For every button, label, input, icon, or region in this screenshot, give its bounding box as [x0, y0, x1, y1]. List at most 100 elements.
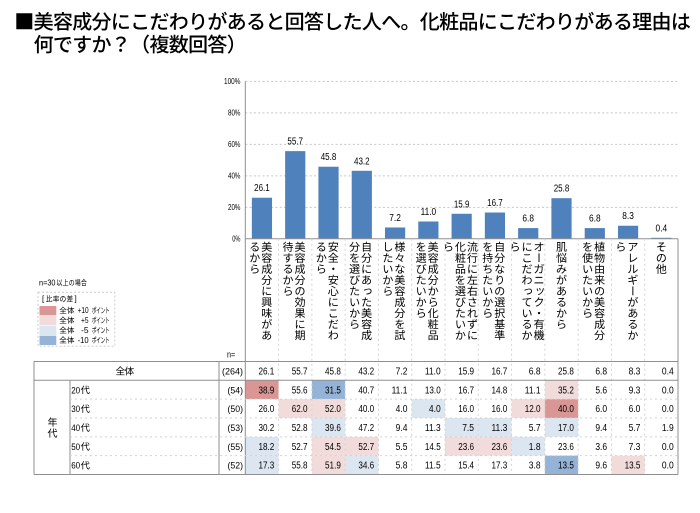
- svg-text:(264): (264): [222, 367, 243, 378]
- svg-text:5.6: 5.6: [595, 385, 607, 396]
- svg-text:4.0: 4.0: [396, 404, 408, 415]
- svg-text:16.7: 16.7: [491, 367, 507, 378]
- svg-text:0.0: 0.0: [662, 461, 674, 472]
- svg-text:20%: 20%: [228, 203, 240, 212]
- svg-text:[: [: [42, 295, 45, 304]
- svg-text:25.8: 25.8: [554, 184, 570, 195]
- svg-text:52.7: 52.7: [292, 442, 308, 453]
- svg-text:43.2: 43.2: [354, 156, 370, 167]
- svg-text:35.2: 35.2: [558, 385, 574, 396]
- svg-text:9.4: 9.4: [595, 423, 607, 434]
- svg-text:0.0: 0.0: [662, 404, 674, 415]
- svg-text:60: 60: [71, 461, 80, 472]
- svg-text:9.3: 9.3: [629, 385, 641, 396]
- svg-text:11.5: 11.5: [425, 461, 441, 472]
- svg-text:0.0: 0.0: [662, 385, 674, 396]
- svg-text:52.8: 52.8: [292, 423, 308, 434]
- svg-text:1.9: 1.9: [662, 423, 674, 434]
- svg-text:15.4: 15.4: [458, 461, 474, 472]
- svg-text:51.9: 51.9: [325, 461, 341, 472]
- svg-text:16.7: 16.7: [458, 385, 474, 396]
- svg-text:]: ]: [75, 295, 77, 304]
- svg-text:39.6: 39.6: [325, 423, 341, 434]
- svg-text:8.3: 8.3: [622, 211, 634, 222]
- svg-text:(50): (50): [228, 404, 244, 415]
- svg-text:40.0: 40.0: [558, 404, 574, 415]
- svg-text:14.5: 14.5: [425, 442, 441, 453]
- svg-text:55.8: 55.8: [292, 461, 308, 472]
- svg-text:13.0: 13.0: [425, 385, 441, 396]
- svg-text:3.6: 3.6: [595, 442, 607, 453]
- svg-text:15.9: 15.9: [458, 367, 474, 378]
- svg-text:6.8: 6.8: [522, 214, 534, 225]
- svg-text:30: 30: [71, 404, 80, 415]
- svg-text:40.7: 40.7: [358, 385, 374, 396]
- svg-text:12.0: 12.0: [525, 404, 541, 415]
- svg-text:+10: +10: [78, 306, 89, 315]
- svg-text:(53): (53): [228, 423, 244, 434]
- svg-text:0%: 0%: [232, 234, 240, 243]
- svg-text:30.2: 30.2: [258, 423, 274, 434]
- svg-text:40: 40: [71, 423, 80, 434]
- svg-text:(54): (54): [228, 385, 244, 396]
- svg-text:34.6: 34.6: [358, 461, 374, 472]
- svg-text:17.0: 17.0: [558, 423, 574, 434]
- svg-text:100%: 100%: [224, 77, 240, 86]
- svg-text:5.5: 5.5: [396, 442, 408, 453]
- svg-text:52.7: 52.7: [358, 442, 374, 453]
- svg-text:62.0: 62.0: [292, 404, 308, 415]
- svg-text:13.5: 13.5: [558, 461, 574, 472]
- svg-text:16.7: 16.7: [487, 198, 503, 209]
- svg-text:0.0: 0.0: [662, 442, 674, 453]
- svg-text:6.8: 6.8: [595, 367, 607, 378]
- svg-text:n=: n=: [227, 349, 235, 359]
- svg-text:5.7: 5.7: [629, 423, 641, 434]
- svg-text:11.0: 11.0: [425, 367, 441, 378]
- svg-text:3.8: 3.8: [529, 461, 541, 472]
- svg-text:80%: 80%: [228, 108, 240, 117]
- svg-text:4.0: 4.0: [429, 404, 441, 415]
- svg-text:15.9: 15.9: [454, 199, 470, 210]
- svg-text:7.2: 7.2: [396, 367, 408, 378]
- svg-text:7.2: 7.2: [389, 213, 401, 224]
- svg-text:26.0: 26.0: [258, 404, 274, 415]
- svg-text:16.0: 16.0: [491, 404, 507, 415]
- svg-text:40.0: 40.0: [358, 404, 374, 415]
- svg-text:60%: 60%: [228, 140, 240, 149]
- svg-text:(52): (52): [228, 461, 244, 472]
- svg-text:n=30: n=30: [39, 278, 56, 287]
- svg-text:23.6: 23.6: [558, 442, 574, 453]
- svg-text:52.0: 52.0: [325, 404, 341, 415]
- svg-text:45.8: 45.8: [321, 152, 337, 163]
- svg-text:18.2: 18.2: [258, 442, 274, 453]
- svg-text:11.3: 11.3: [425, 423, 441, 434]
- svg-text:5.7: 5.7: [529, 423, 541, 434]
- svg-text:6.0: 6.0: [629, 404, 641, 415]
- svg-text:6.8: 6.8: [589, 214, 601, 225]
- svg-text:5.8: 5.8: [396, 461, 408, 472]
- svg-text:14.8: 14.8: [491, 385, 507, 396]
- svg-text:40%: 40%: [228, 171, 240, 180]
- svg-text:-5: -5: [81, 326, 89, 335]
- svg-text:23.6: 23.6: [491, 442, 507, 453]
- svg-text:26.1: 26.1: [254, 183, 270, 194]
- svg-text:23.6: 23.6: [458, 442, 474, 453]
- svg-text:11.1: 11.1: [392, 385, 408, 396]
- svg-text:-10: -10: [78, 336, 90, 345]
- svg-text:1.8: 1.8: [529, 442, 541, 453]
- svg-text:9.4: 9.4: [396, 423, 408, 434]
- svg-text:9.6: 9.6: [595, 461, 607, 472]
- svg-text:+5: +5: [81, 316, 89, 325]
- svg-text:17.3: 17.3: [491, 461, 507, 472]
- svg-text:7.5: 7.5: [462, 423, 474, 434]
- svg-text:25.8: 25.8: [558, 367, 574, 378]
- svg-text:55.6: 55.6: [292, 385, 308, 396]
- svg-text:31.5: 31.5: [325, 385, 341, 396]
- svg-text:11.1: 11.1: [525, 385, 541, 396]
- svg-text:55.7: 55.7: [287, 137, 303, 148]
- svg-text:11.3: 11.3: [491, 423, 507, 434]
- svg-text:47.2: 47.2: [358, 423, 374, 434]
- svg-text:13.5: 13.5: [625, 461, 641, 472]
- svg-text:45.8: 45.8: [325, 367, 341, 378]
- svg-text:6.0: 6.0: [595, 404, 607, 415]
